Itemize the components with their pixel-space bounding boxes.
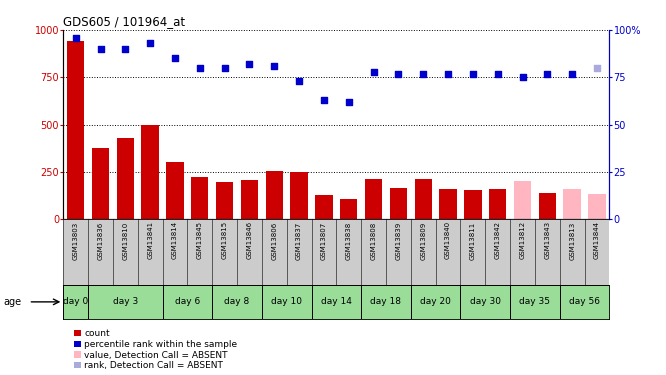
Point xyxy=(219,65,230,71)
Point xyxy=(344,99,354,105)
Text: GSM13839: GSM13839 xyxy=(396,221,402,260)
Text: day 3: day 3 xyxy=(113,297,138,306)
Bar xyxy=(588,194,605,219)
Text: GSM13815: GSM13815 xyxy=(222,221,228,260)
Text: day 20: day 20 xyxy=(420,297,451,306)
Text: GSM13845: GSM13845 xyxy=(196,221,203,260)
Point xyxy=(591,65,602,71)
Bar xyxy=(340,200,358,219)
Point xyxy=(294,78,304,84)
Text: GSM13836: GSM13836 xyxy=(97,221,103,260)
Text: GSM13840: GSM13840 xyxy=(445,221,451,260)
Bar xyxy=(489,189,506,219)
Bar xyxy=(241,180,258,219)
Text: GSM13812: GSM13812 xyxy=(519,221,525,260)
Point xyxy=(468,70,478,76)
Text: GSM13814: GSM13814 xyxy=(172,221,178,260)
Text: day 0: day 0 xyxy=(63,297,89,306)
Text: age: age xyxy=(3,297,21,307)
Bar xyxy=(514,180,531,219)
Point xyxy=(71,34,81,40)
Text: day 14: day 14 xyxy=(321,297,352,306)
Text: day 56: day 56 xyxy=(569,297,600,306)
Text: day 18: day 18 xyxy=(370,297,402,306)
Bar xyxy=(117,138,134,219)
Bar xyxy=(67,41,85,219)
Point xyxy=(542,70,553,76)
Text: GSM13844: GSM13844 xyxy=(594,221,600,260)
Text: day 35: day 35 xyxy=(519,297,550,306)
Bar xyxy=(166,162,184,219)
Point xyxy=(244,61,255,67)
Bar xyxy=(216,183,233,219)
Bar xyxy=(290,172,308,219)
Point xyxy=(492,70,503,76)
Point xyxy=(393,70,404,76)
Text: GSM13841: GSM13841 xyxy=(147,221,153,260)
Text: GSM13811: GSM13811 xyxy=(470,221,476,260)
Text: GDS605 / 101964_at: GDS605 / 101964_at xyxy=(63,15,185,28)
Text: GSM13808: GSM13808 xyxy=(370,221,376,260)
Text: GSM13842: GSM13842 xyxy=(495,221,501,260)
Point xyxy=(170,56,180,62)
Text: day 8: day 8 xyxy=(224,297,250,306)
Point xyxy=(145,40,155,46)
Text: GSM13806: GSM13806 xyxy=(271,221,277,260)
Legend: count, percentile rank within the sample, value, Detection Call = ABSENT, rank, : count, percentile rank within the sample… xyxy=(75,329,238,370)
Bar xyxy=(191,177,208,219)
Point xyxy=(418,70,428,76)
Point xyxy=(567,70,577,76)
Bar xyxy=(266,171,283,219)
Bar xyxy=(390,188,407,219)
Point xyxy=(120,46,131,52)
Point xyxy=(318,97,329,103)
Text: GSM13843: GSM13843 xyxy=(544,221,550,260)
Point xyxy=(95,46,106,52)
Point xyxy=(517,74,528,80)
Text: day 6: day 6 xyxy=(174,297,200,306)
Text: day 10: day 10 xyxy=(271,297,302,306)
Text: GSM13810: GSM13810 xyxy=(123,221,129,260)
Bar xyxy=(539,193,556,219)
Bar xyxy=(563,189,581,219)
Bar xyxy=(414,178,432,219)
Point xyxy=(269,63,280,69)
Point xyxy=(368,69,379,75)
Bar xyxy=(315,195,332,219)
Text: GSM13807: GSM13807 xyxy=(321,221,327,260)
Point xyxy=(443,70,454,76)
Text: GSM13809: GSM13809 xyxy=(420,221,426,260)
Bar xyxy=(464,190,482,219)
Bar xyxy=(365,178,382,219)
Text: GSM13846: GSM13846 xyxy=(246,221,252,260)
Bar xyxy=(92,148,109,219)
Text: GSM13837: GSM13837 xyxy=(296,221,302,260)
Bar xyxy=(141,124,159,219)
Bar xyxy=(440,189,457,219)
Text: GSM13813: GSM13813 xyxy=(569,221,575,260)
Text: GSM13838: GSM13838 xyxy=(346,221,352,260)
Text: GSM13803: GSM13803 xyxy=(73,221,79,260)
Text: day 30: day 30 xyxy=(470,297,501,306)
Point xyxy=(194,65,205,71)
